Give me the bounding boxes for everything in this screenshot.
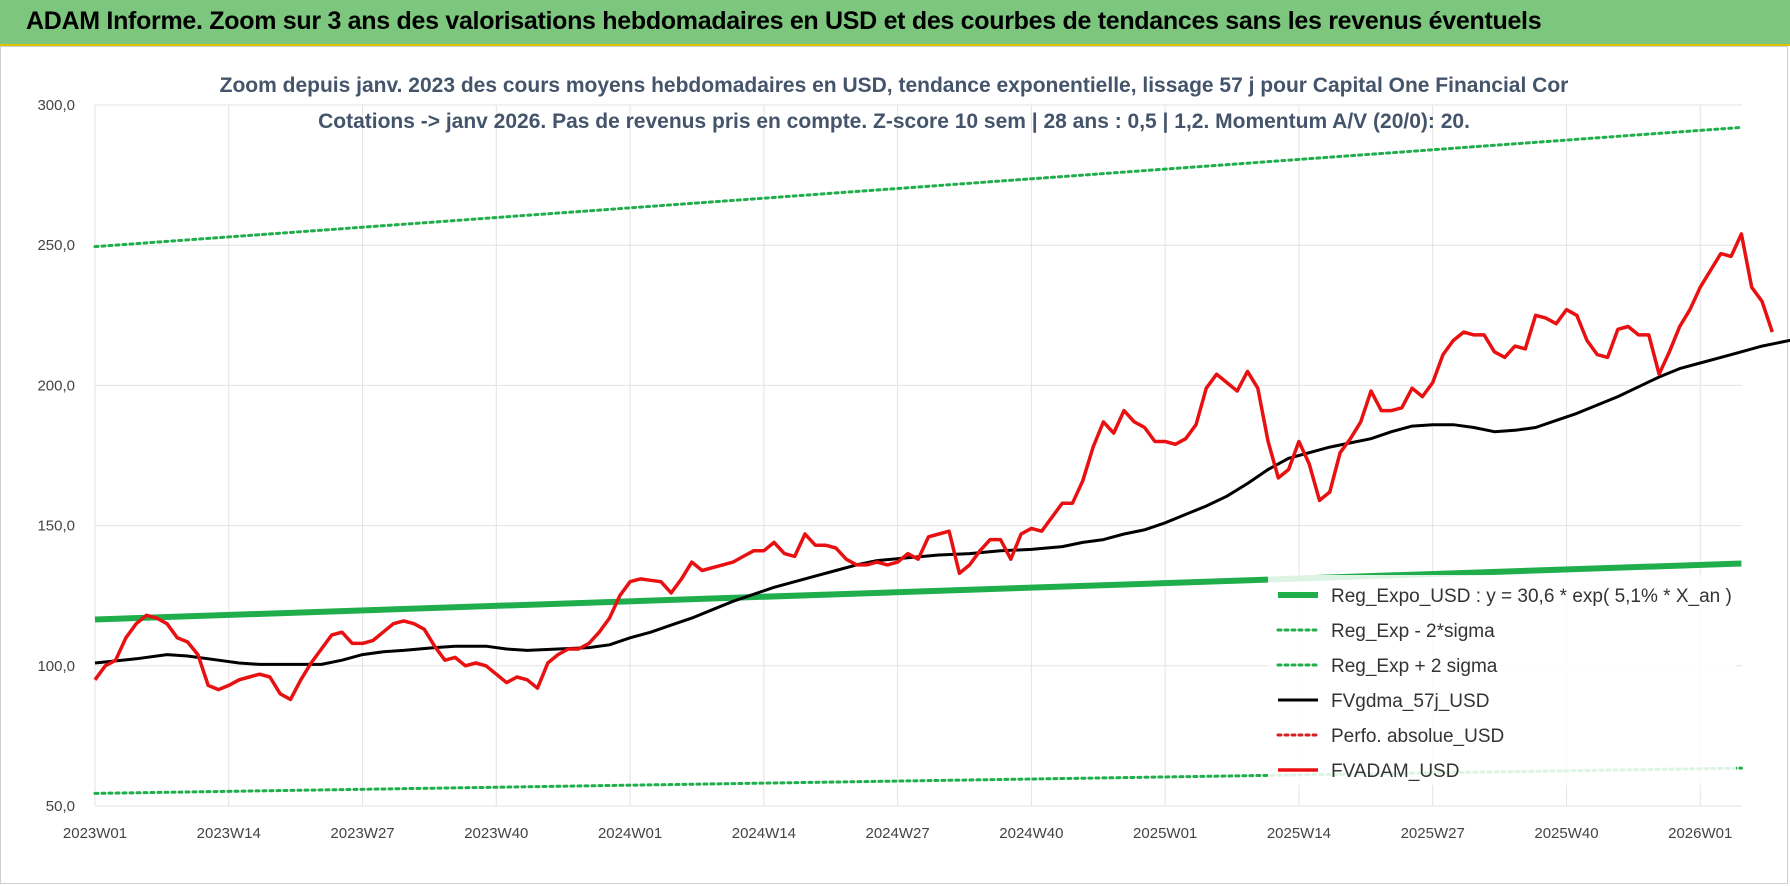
legend-label: FVgdma_57j_USD	[1331, 691, 1489, 712]
legend-label: Reg_Exp + 2 sigma	[1331, 656, 1498, 677]
y-tick-label: 150,0	[37, 518, 75, 535]
series-line-3	[94, 338, 1790, 666]
x-tick-label: 2025W40	[1534, 825, 1598, 842]
legend-label: FVADAM_USD	[1331, 761, 1459, 782]
x-tick-label: 2024W01	[598, 825, 662, 842]
chart-title-line-2: Cotations -> janv 2026. Pas de revenus p…	[318, 110, 1470, 133]
y-tick-label: 250,0	[37, 237, 75, 254]
legend-label: Perfo. absolue_USD	[1331, 726, 1504, 747]
x-tick-label: 2023W27	[330, 825, 394, 842]
x-tick-label: 2025W01	[1133, 825, 1197, 842]
series-lines	[93, 125, 1790, 795]
x-tick-label: 2023W40	[464, 825, 528, 842]
legend-background	[1268, 575, 1736, 785]
x-tick-label: 2024W14	[732, 825, 796, 842]
series-line-5	[93, 232, 1774, 702]
x-tick-label: 2023W01	[63, 825, 127, 842]
chart-title-line-1: Zoom depuis janv. 2023 des cours moyens …	[220, 74, 1569, 97]
y-tick-label: 300,0	[37, 97, 75, 114]
x-tick-label: 2025W27	[1401, 825, 1465, 842]
legend-label: Reg_Exp - 2*sigma	[1331, 621, 1495, 642]
chart-frame	[0, 46, 1788, 884]
x-axis-ticks: 2023W01 2023W14 2023W27 2023W40 2024W01 2024W…	[63, 825, 1732, 842]
series-line-0	[94, 560, 1742, 623]
x-tick-label: 2023W14	[197, 825, 261, 842]
y-axis-ticks: 300,0 250,0 200,0 150,0 100,0 50,0	[37, 97, 75, 815]
y-tick-label: 50,0	[46, 798, 75, 815]
y-tick-label: 100,0	[37, 658, 75, 675]
series-line-2	[93, 125, 1743, 249]
x-tick-label: 2026W01	[1668, 825, 1732, 842]
report-banner: ADAM Informe. Zoom sur 3 ans des valoris…	[0, 0, 1790, 46]
legend: Reg_Expo_USD : y = 30,6 * exp( 5,1% * X_…	[1268, 575, 1736, 785]
legend-label: Reg_Expo_USD : y = 30,6 * exp( 5,1% * X_…	[1331, 586, 1732, 607]
y-tick-label: 200,0	[37, 377, 75, 394]
x-tick-label: 2024W27	[866, 825, 930, 842]
report-title: ADAM Informe. Zoom sur 3 ans des valoris…	[26, 7, 1542, 35]
x-tick-label: 2024W40	[999, 825, 1063, 842]
x-tick-label: 2025W14	[1267, 825, 1331, 842]
